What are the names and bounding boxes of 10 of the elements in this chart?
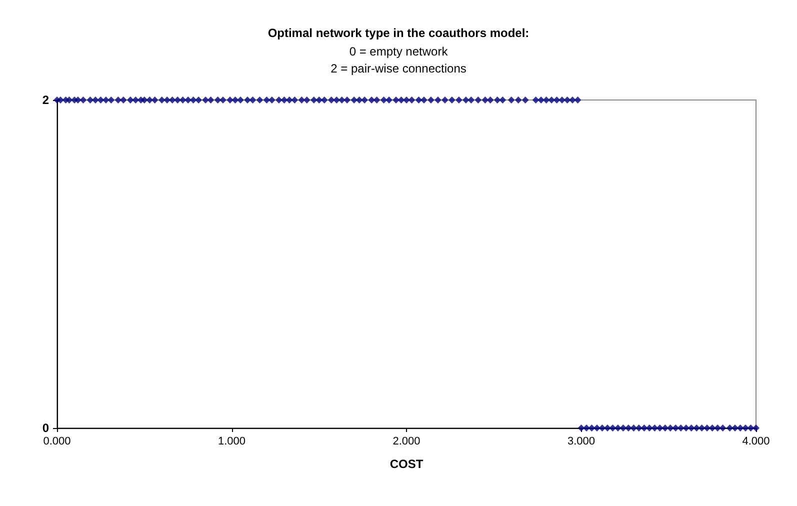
y-tick-label: 2 bbox=[42, 93, 50, 107]
x-axis-title: COST bbox=[390, 457, 424, 471]
chart-title: Optimal network type in the coauthors model: bbox=[268, 26, 530, 40]
chart-subtitle: 0 = empty network 2 = pair-wise connections bbox=[330, 44, 466, 76]
x-tick-label: 2.000 bbox=[392, 436, 420, 448]
x-tick-label: 1.000 bbox=[218, 436, 246, 448]
x-tick-label: 3.000 bbox=[567, 436, 596, 448]
x-tick-label: 0.000 bbox=[43, 436, 71, 448]
x-tick-label: 4.000 bbox=[742, 436, 770, 448]
y-tick-label: 0 bbox=[42, 421, 50, 435]
